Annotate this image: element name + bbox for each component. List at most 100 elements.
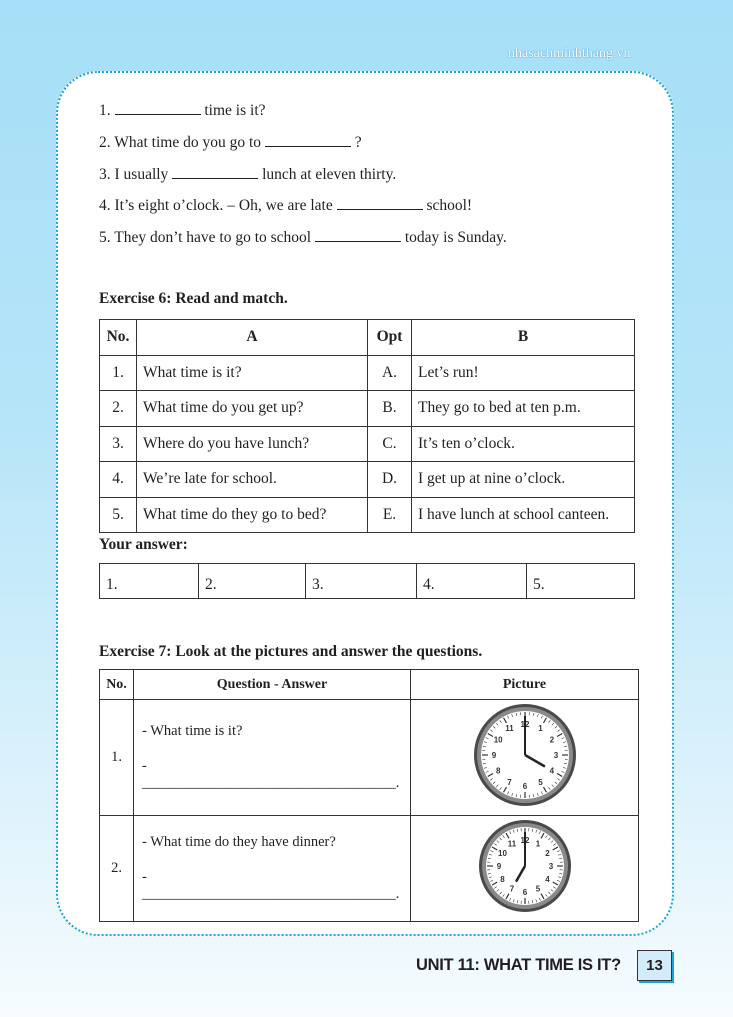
item-text-before: It’s eight o’clock. – Oh, we are late — [114, 197, 333, 214]
table-row: 2. What time do you get up? B. They go to b… — [99, 390, 635, 427]
question-a: What time is it? — [136, 354, 368, 391]
option-letter: B. — [367, 390, 412, 427]
item-number: 5. — [99, 229, 111, 246]
unit-title: UNIT 11: WHAT TIME IS IT? — [416, 956, 621, 974]
table-row: 3. Where do you have lunch? C. It’s ten o’c… — [99, 425, 635, 462]
option-letter: C. — [367, 425, 412, 462]
question-a: What time do they go to bed? — [136, 496, 368, 533]
answer-b: I get up at nine o’clock. — [411, 461, 635, 498]
svg-text:1: 1 — [535, 839, 540, 848]
item-text-after: school! — [426, 197, 473, 214]
picture-cell: 123456789101112 — [410, 815, 639, 922]
table-row: 5. What time do they go to bed? E. I have l… — [99, 496, 635, 533]
row-number: 4. — [99, 461, 137, 498]
answer-line[interactable]: - ___________________________________. — [142, 758, 400, 791]
blank-line[interactable] — [264, 133, 351, 147]
question-a: Where do you have lunch? — [136, 425, 368, 462]
svg-text:2: 2 — [545, 849, 550, 858]
svg-text:9: 9 — [491, 751, 496, 760]
exercise-6-title: Exercise 6: Read and match. — [99, 290, 288, 307]
item-number: 3. — [99, 166, 111, 183]
exercise-7-title: Exercise 7: Look at the pictures and ans… — [99, 643, 483, 660]
header-b: B — [411, 319, 635, 356]
answer-b: They go to bed at ten p.m. — [411, 390, 635, 427]
blank-line[interactable] — [315, 228, 401, 242]
svg-text:7: 7 — [509, 885, 514, 894]
item-text-after: today is Sunday. — [404, 229, 507, 246]
answer-b: It’s ten o’clock. — [411, 425, 635, 462]
item-number: 2. — [99, 134, 111, 151]
picture-cell: 123456789101112 — [410, 699, 639, 816]
item-number: 4. — [99, 197, 111, 214]
picture-table: No. Question - Answer Picture 1. - What t… — [99, 669, 639, 922]
header-picture: Picture — [410, 669, 639, 700]
svg-text:10: 10 — [498, 849, 507, 858]
row-number: 5. — [99, 496, 137, 533]
answer-cell-1[interactable]: 1. — [99, 563, 199, 599]
answer-cell-4[interactable]: 4. — [416, 563, 527, 599]
svg-text:4: 4 — [545, 875, 550, 884]
svg-text:9: 9 — [496, 862, 501, 871]
fill-blank-item: 4. It’s eight o’clock. – Oh, we are late… — [99, 196, 472, 215]
row-number: 2. — [99, 815, 134, 922]
fill-blank-item: 5. They don’t have to go to school today… — [99, 228, 507, 247]
answer-line[interactable]: - ___________________________________. — [142, 869, 400, 902]
option-letter: E. — [367, 496, 412, 533]
blank-line[interactable] — [114, 101, 201, 115]
svg-text:3: 3 — [548, 862, 553, 871]
svg-text:8: 8 — [500, 875, 505, 884]
table-header-row: No. Question - Answer Picture — [99, 669, 639, 700]
svg-text:8: 8 — [495, 767, 500, 776]
svg-text:6: 6 — [522, 782, 527, 791]
question-text: - What time is it? — [142, 723, 243, 739]
table-row: 1. What time is it? A. Let’s run! — [99, 354, 635, 391]
table-row: 1. - What time is it? - __________________… — [99, 699, 639, 816]
item-number: 1. — [99, 102, 111, 119]
answer-cell-2[interactable]: 2. — [198, 563, 306, 599]
page-number: 13 — [637, 950, 672, 981]
svg-text:7: 7 — [507, 778, 512, 787]
svg-text:1: 1 — [538, 724, 543, 733]
option-letter: A. — [367, 354, 412, 391]
hour-hand — [523, 753, 546, 768]
header-a: A — [136, 319, 368, 356]
answer-cell-3[interactable]: 3. — [305, 563, 417, 599]
svg-text:11: 11 — [505, 724, 514, 733]
item-text-before: I usually — [114, 166, 169, 183]
table-row: 4. We’re late for school. D. I get up at ni… — [99, 461, 635, 498]
fill-blank-item: 3. I usually lunch at eleven thirty. — [99, 165, 396, 184]
svg-text:10: 10 — [493, 736, 502, 745]
clock-icon: 123456789101112 — [473, 704, 576, 806]
your-answer-label: Your answer: — [99, 536, 188, 553]
svg-text:4: 4 — [549, 767, 554, 776]
header-no: No. — [99, 319, 137, 356]
item-text-before: They don’t have to go to school — [114, 229, 312, 246]
item-text-after: ? — [354, 134, 362, 151]
table-row: 2. - What time do they have dinner? - ____… — [99, 815, 639, 922]
question-a: What time do you get up? — [136, 390, 368, 427]
table-header-row: No. A Opt B — [99, 319, 635, 356]
svg-text:3: 3 — [553, 751, 558, 760]
question-answer-cell: - What time is it? - ____________________… — [133, 699, 411, 816]
question-answer-cell: - What time do they have dinner? - ______… — [133, 815, 411, 922]
svg-text:11: 11 — [507, 839, 516, 848]
answer-b: Let’s run! — [411, 354, 635, 391]
row-number: 1. — [99, 354, 137, 391]
question-a: We’re late for school. — [136, 461, 368, 498]
svg-text:6: 6 — [522, 888, 527, 897]
fill-blank-item: 1. time is it? — [99, 101, 266, 120]
header-no: No. — [99, 669, 134, 700]
blank-line[interactable] — [172, 165, 259, 179]
header-opt: Opt — [367, 319, 412, 356]
answer-cell-5[interactable]: 5. — [526, 563, 635, 599]
svg-text:2: 2 — [549, 736, 554, 745]
row-number: 2. — [99, 390, 137, 427]
blank-line[interactable] — [336, 196, 423, 210]
svg-text:5: 5 — [535, 885, 540, 894]
row-number: 3. — [99, 425, 137, 462]
item-text-after: time is it? — [204, 102, 266, 119]
clock-icon: 123456789101112 — [478, 820, 571, 912]
answer-b: I have lunch at school canteen. — [411, 496, 635, 533]
answer-table: 1. 2. 3. 4. 5. — [99, 563, 635, 599]
item-text-after: lunch at eleven thirty. — [262, 166, 397, 183]
